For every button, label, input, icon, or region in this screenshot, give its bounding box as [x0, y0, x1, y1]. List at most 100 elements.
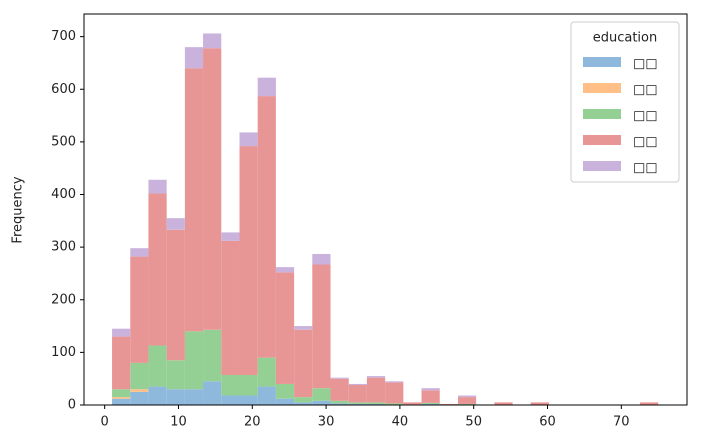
histogram-bar [403, 402, 422, 405]
histogram-bar [421, 390, 440, 403]
histogram-bar [494, 402, 513, 405]
histogram-bar [112, 397, 131, 399]
histogram-bar [294, 326, 313, 330]
y-tick-label: 300 [51, 240, 76, 255]
histogram-bar [203, 33, 222, 49]
histogram-bar [385, 381, 404, 383]
x-tick-label: 50 [465, 415, 482, 430]
histogram-bar [221, 395, 240, 405]
histogram-bar [421, 402, 440, 404]
histogram-bar [148, 345, 167, 387]
y-axis-label: Frequency [11, 176, 26, 243]
histogram-bar [166, 389, 185, 405]
histogram-bar [457, 397, 477, 404]
legend-swatch [583, 161, 621, 171]
legend-swatch [583, 135, 621, 145]
legend-label: □□ [633, 109, 658, 124]
histogram-bar [385, 382, 404, 404]
x-tick-label: 0 [101, 415, 109, 430]
histogram-bar [203, 381, 222, 405]
histogram-bar [112, 328, 131, 337]
histogram-bar [294, 329, 313, 398]
histogram-bar [312, 264, 331, 389]
legend-label: □□ [633, 83, 658, 98]
legend-swatch [583, 83, 621, 93]
legend-swatch [583, 57, 621, 67]
histogram-bar [312, 253, 331, 265]
histogram-bar [275, 267, 295, 273]
x-tick-label: 10 [170, 415, 187, 430]
histogram-bar [130, 256, 149, 363]
histogram-bar [257, 96, 276, 358]
legend-title: education [593, 31, 658, 46]
histogram-bar [257, 386, 276, 405]
x-tick-label: 30 [318, 415, 335, 430]
y-tick-label: 0 [68, 398, 76, 413]
histogram-bar [257, 357, 276, 387]
histogram-bar [421, 388, 440, 391]
histogram-bar [112, 398, 131, 405]
histogram-bar [439, 403, 458, 405]
histogram-bar [130, 389, 149, 392]
histogram-bar [348, 385, 367, 403]
histogram-bar [148, 386, 167, 405]
y-tick-label: 500 [51, 134, 76, 149]
y-tick-label: 700 [51, 29, 76, 44]
histogram-bar [348, 403, 367, 405]
histogram-bar [184, 68, 204, 332]
histogram-bar [385, 403, 404, 405]
histogram-bar [257, 77, 276, 97]
histogram-bar [275, 383, 295, 399]
histogram-bar [330, 378, 349, 401]
histogram-bar [112, 336, 131, 390]
histogram-bar [457, 403, 477, 405]
histogram-bar [421, 403, 440, 405]
x-tick-label: 70 [613, 415, 630, 430]
histogram-bar [366, 376, 386, 378]
histogram-bar [203, 329, 222, 382]
histogram-bar [348, 402, 367, 404]
histogram-bar [239, 146, 258, 376]
x-tick-label: 40 [392, 415, 409, 430]
legend-label: □□ [633, 57, 658, 72]
y-tick-label: 400 [51, 187, 76, 202]
histogram-bar [239, 375, 258, 396]
histogram-bar [312, 388, 331, 401]
histogram-bar [294, 402, 313, 405]
y-tick-label: 600 [51, 82, 76, 97]
histogram-bar [166, 360, 185, 390]
histogram-bar [130, 391, 149, 405]
histogram-bar [184, 389, 204, 405]
histogram-bar [184, 331, 204, 390]
histogram-bar [366, 403, 386, 405]
histogram-bar [148, 179, 167, 194]
legend-label: □□ [633, 135, 658, 150]
x-tick-label: 60 [539, 415, 556, 430]
histogram-bar [275, 272, 295, 384]
plot-frame [83, 13, 688, 406]
histogram-bar [330, 403, 349, 405]
legend-swatch [583, 109, 621, 119]
histogram-bar [348, 383, 367, 386]
histogram-bar [130, 362, 149, 390]
histogram-bar [221, 232, 240, 241]
histogram-bar [239, 395, 258, 405]
histogram-bar [184, 47, 204, 69]
histogram-bar [294, 397, 313, 403]
y-tick-label: 200 [51, 292, 76, 307]
histogram-bar [330, 377, 349, 379]
histogram-bar [366, 402, 386, 404]
histogram-bar [166, 218, 185, 230]
histogram-bar [148, 193, 167, 346]
x-tick-label: 20 [244, 415, 261, 430]
legend-box [570, 21, 680, 183]
histogram-bar [166, 229, 185, 361]
histogram-bar [203, 48, 222, 330]
histogram-bar [639, 402, 659, 405]
histogram-bar [312, 400, 331, 405]
histogram-bar [130, 248, 149, 257]
histogram-bar [330, 400, 349, 404]
histogram-bar [457, 395, 477, 398]
histogram-bar [221, 240, 240, 376]
